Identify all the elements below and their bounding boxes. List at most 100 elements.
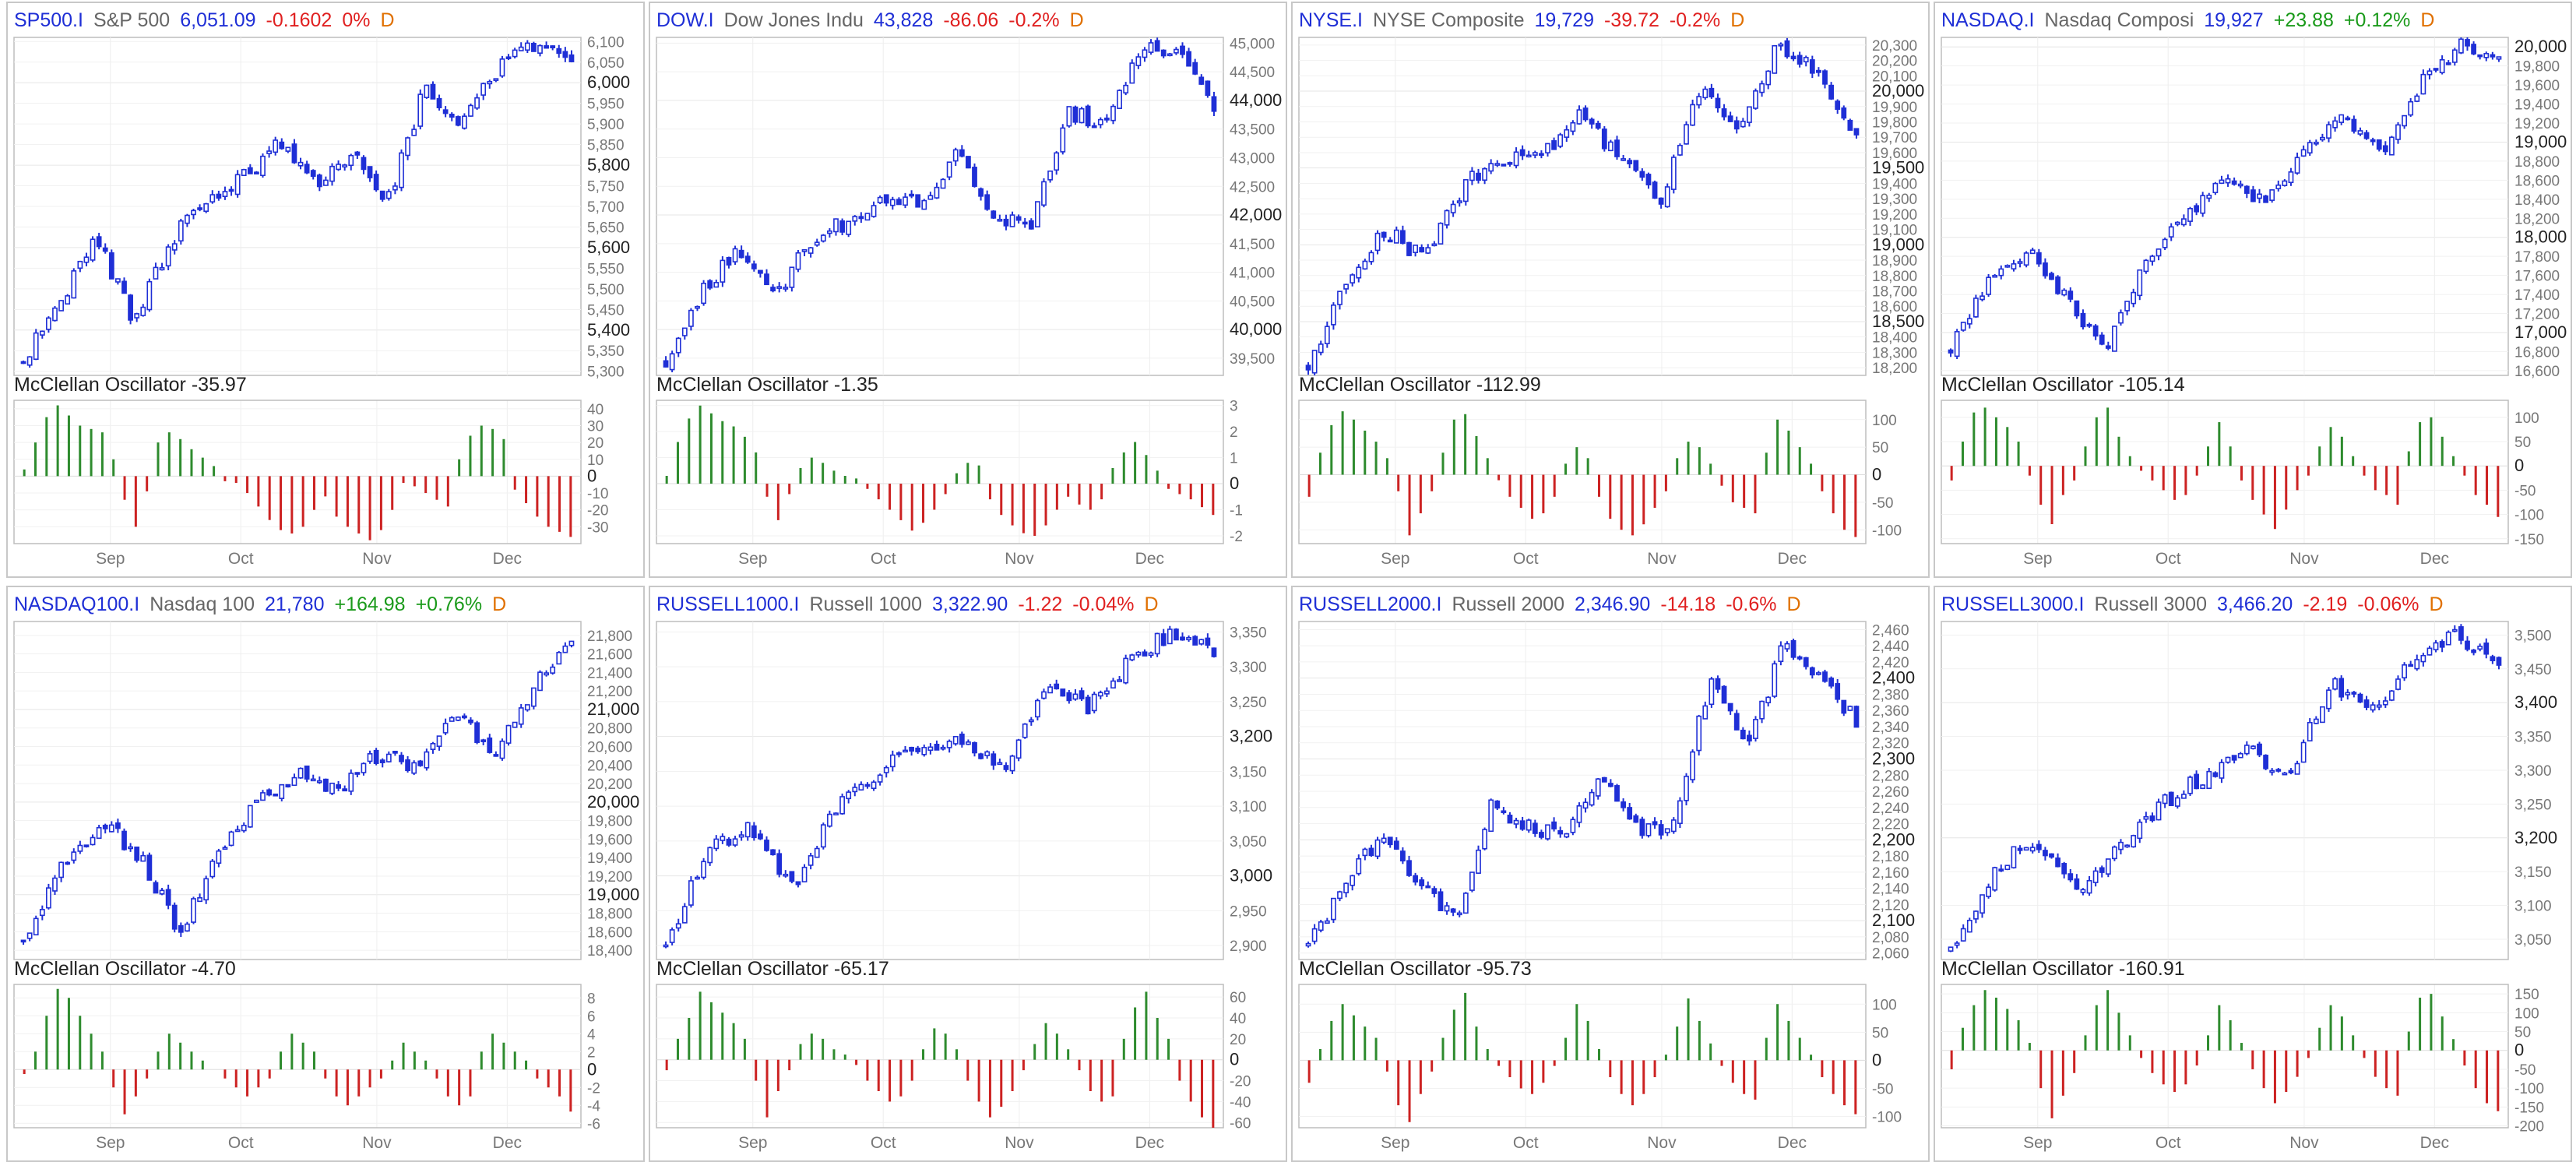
candle-body [1747, 106, 1752, 123]
candle-body [2307, 721, 2313, 741]
candle-body [2149, 255, 2155, 262]
candle-body [1526, 154, 1532, 158]
candle-body [1129, 62, 1135, 84]
symbol-link[interactable]: NYSE.I [1299, 9, 1363, 31]
candle-body [764, 273, 769, 286]
candle-body [1809, 667, 1815, 676]
candle-body [1387, 836, 1393, 846]
symbol-link[interactable]: NASDAQ100.I [14, 593, 140, 615]
candle-body [285, 146, 291, 152]
symbol-link[interactable]: RUSSELL1000.I [656, 593, 800, 615]
oscillator-plot-area[interactable] [1298, 400, 1867, 544]
candle-body [1828, 84, 1834, 100]
chart-panel-russell3000-i[interactable]: RUSSELL3000.I Russell 3000 3,466.20 -2.19 -0… [1934, 586, 2572, 1162]
candle-body [1211, 96, 1217, 112]
symbol-link[interactable]: RUSSELL2000.I [1299, 593, 1442, 615]
candle-body [361, 157, 367, 171]
candle-body [1097, 692, 1103, 697]
oscillator-plot-area[interactable] [1298, 984, 1867, 1129]
candle-body [934, 743, 940, 751]
candle-body [720, 259, 726, 283]
chart-panel-russell1000-i[interactable]: RUSSELL1000.I Russell 1000 3,322.90 -1.22 -0… [649, 586, 1287, 1162]
price-axis-tick: 3,250 [1230, 695, 1267, 711]
candle-body [1733, 713, 1740, 731]
candle-body [1104, 690, 1110, 695]
candle-body [153, 882, 159, 894]
candle-body [1954, 942, 1960, 946]
candle-body [556, 48, 562, 55]
candle-body [1841, 107, 1847, 119]
candle-body [102, 247, 108, 252]
candle-body [2490, 656, 2496, 661]
symbol-link[interactable]: RUSSELL3000.I [1941, 593, 2085, 615]
candle-body [1054, 152, 1060, 171]
candle-body [134, 846, 140, 861]
price-plot-area[interactable] [1298, 37, 1867, 376]
chart-panel-russell2000-i[interactable]: RUSSELL2000.I Russell 2000 2,346.90 -14.18-… [1291, 586, 1930, 1162]
index-name: NYSE Composite [1372, 9, 1525, 31]
candle-body [978, 753, 984, 759]
period-selector[interactable]: D [1069, 9, 1084, 31]
period-selector[interactable]: D [1144, 593, 1159, 615]
candle-body [738, 249, 744, 259]
price-axis-tick: 20,100 [1872, 69, 1917, 85]
candle-body [1526, 819, 1532, 831]
oscillator-axis-tick: 0 [1872, 465, 1881, 484]
candle-body [1966, 920, 1972, 933]
price-plot-area[interactable] [656, 621, 1224, 960]
period-selector[interactable]: D [380, 9, 395, 31]
price-axis-tick: 2,420 [1872, 655, 1909, 671]
candle-body [2307, 142, 2313, 154]
candle-body [411, 129, 417, 136]
price-plot-area[interactable] [1941, 621, 2509, 960]
candle-body [468, 719, 473, 724]
price-plot-area[interactable] [1941, 37, 2509, 376]
oscillator-plot-area[interactable] [1941, 984, 2509, 1129]
candle-body [2187, 208, 2193, 222]
period-selector[interactable]: D [1730, 9, 1745, 31]
panel-header: DOW.I Dow Jones Indu 43,828 -86.06 -0.2% D [656, 5, 1240, 36]
symbol-link[interactable]: SP500.I [14, 9, 83, 31]
chart-panel-sp500-i[interactable]: SP500.I S&P 500 6,051.09 -0.1602 0% D McClella… [6, 2, 645, 578]
period-selector[interactable]: D [2429, 593, 2444, 615]
candle-body [921, 747, 927, 755]
chart-panel-nasdaq100-i[interactable]: NASDAQ100.I Nasdaq 100 21,780 +164.98 +0.76%… [6, 586, 645, 1162]
price-plot-area[interactable] [656, 37, 1224, 376]
candle-body [2465, 640, 2470, 650]
candle-body [480, 83, 487, 96]
period-selector[interactable]: D [2420, 9, 2435, 31]
candle-body [1621, 158, 1626, 161]
candle-body [814, 241, 820, 246]
candle-body [1507, 162, 1513, 165]
candle-body [1733, 120, 1740, 130]
candle-body [171, 243, 178, 251]
chart-panel-nyse-i[interactable]: NYSE.I NYSE Composite 19,729 -39.72 -0.2% D Mc… [1291, 2, 1930, 578]
last-price: 6,051.09 [180, 9, 256, 31]
oscillator-plot-area[interactable] [656, 400, 1224, 544]
oscillator-value: -4.70 [191, 958, 236, 980]
candle-body [852, 787, 858, 793]
candle-body [392, 185, 398, 191]
price-axis-tick: 45,000 [1230, 36, 1275, 52]
chart-panel-dow-i[interactable]: DOW.I Dow Jones Indu 43,828 -86.06 -0.2% D McC… [649, 2, 1287, 578]
oscillator-plot-area[interactable] [656, 984, 1224, 1129]
candle-body [1192, 636, 1198, 646]
chart-panel-nasdaq-i[interactable]: NASDAQ.I Nasdaq Composi 19,927 +23.88 +0.12%… [1934, 2, 2572, 578]
symbol-link[interactable]: DOW.I [656, 9, 714, 31]
candle-body [260, 792, 266, 801]
price-axis-tick: 19,600 [2514, 78, 2560, 94]
price-plot-area[interactable] [13, 621, 582, 960]
candle-body [1337, 290, 1343, 305]
price-axis-tick: 19,000 [587, 885, 639, 904]
period-selector[interactable]: D [492, 593, 507, 615]
price-plot-area[interactable] [1298, 621, 1867, 960]
period-selector[interactable]: D [1786, 593, 1801, 615]
candle-body [297, 767, 304, 779]
symbol-link[interactable]: NASDAQ.I [1941, 9, 2035, 31]
oscillator-axis-tick: -100 [1872, 523, 1902, 539]
oscillator-plot-area[interactable] [13, 984, 582, 1129]
candle-body [373, 749, 379, 764]
oscillator-plot-area[interactable] [13, 400, 582, 544]
price-axis-tick: 5,900 [587, 117, 625, 133]
oscillator-plot-area[interactable] [1941, 400, 2509, 544]
